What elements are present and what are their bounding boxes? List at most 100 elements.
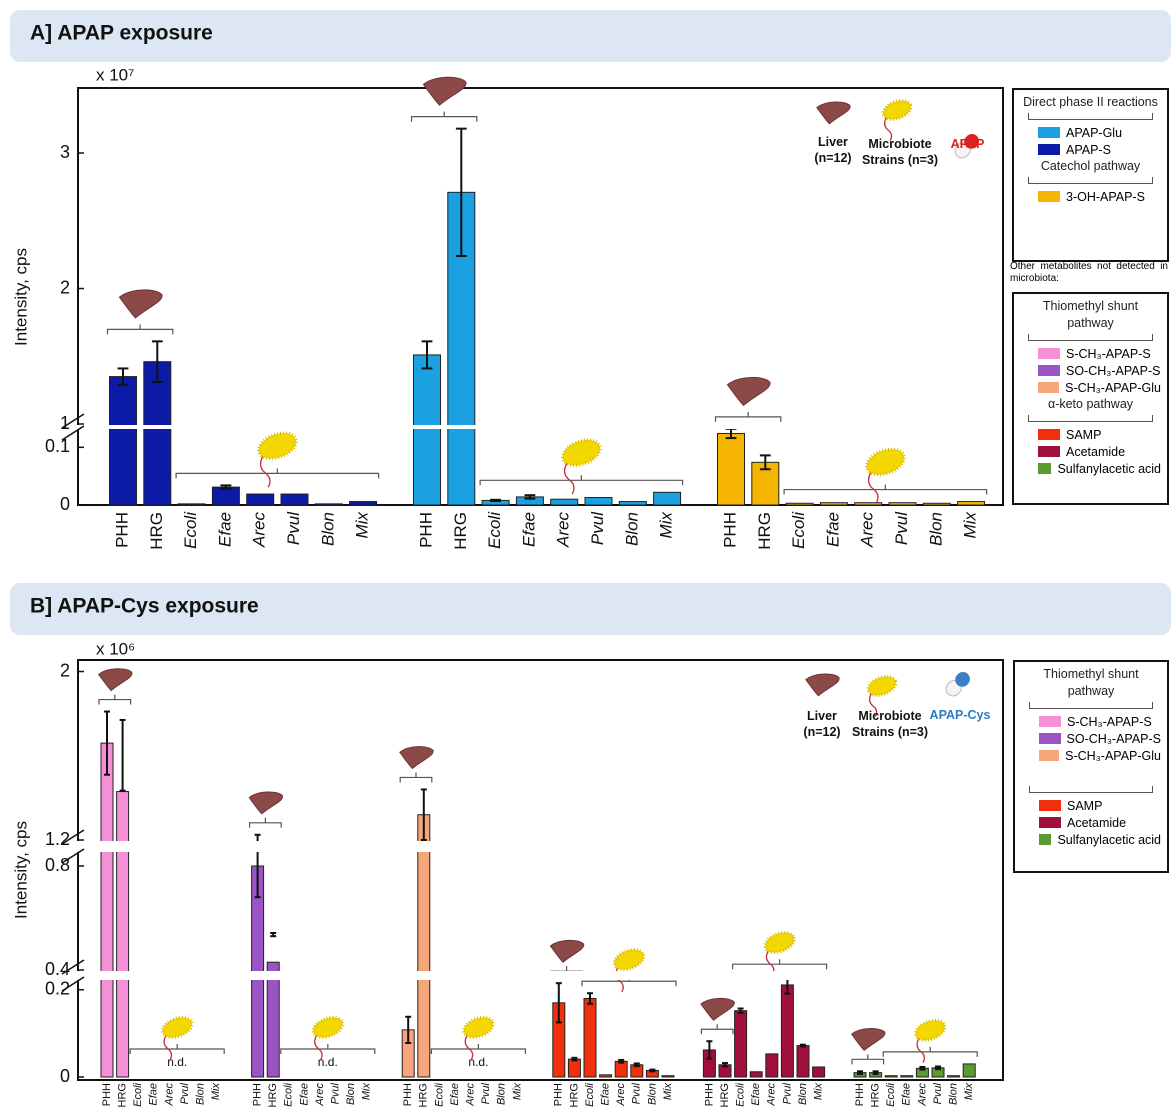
- group-bracket: [99, 695, 131, 705]
- liver-icon: [817, 102, 850, 124]
- x-tick-label: Arec: [250, 512, 269, 548]
- x-tick-label: Blon: [345, 1083, 357, 1105]
- bar: [315, 504, 342, 505]
- legend-swatch: [1038, 348, 1060, 359]
- bar: [615, 1061, 627, 1077]
- legend-entry: APAP-Glu: [1020, 124, 1161, 141]
- legend-entry: 3-OH-APAP-S: [1020, 188, 1161, 205]
- y-axis-label: Intensity, cps: [11, 248, 30, 346]
- x-tick-label: Ecoli: [132, 1082, 144, 1106]
- legend-entry: Acetamide: [1020, 443, 1161, 460]
- bar: [600, 1075, 612, 1077]
- legend-swatch: [1039, 733, 1061, 744]
- liver-icon: [727, 377, 770, 405]
- legend-label: 3-OH-APAP-S: [1066, 190, 1145, 204]
- group-bracket: [431, 1044, 525, 1054]
- bar: [948, 1076, 960, 1077]
- x-tick-label: Efae: [600, 1083, 612, 1106]
- y-tick-label: 0.4: [45, 959, 70, 979]
- bar: [551, 499, 578, 505]
- bar: [797, 1046, 809, 1077]
- y-multiplier: x 10⁷: [96, 65, 134, 84]
- legend-spacer: [1021, 764, 1161, 784]
- bar: [350, 502, 377, 505]
- x-tick-label: PHH: [553, 1083, 565, 1106]
- x-tick-label: HRG: [117, 1083, 129, 1107]
- legend-swatch: [1039, 800, 1061, 811]
- x-tick-label: HRG: [870, 1083, 882, 1107]
- error-bar: [800, 1045, 806, 1047]
- legend-label: SAMP: [1067, 799, 1102, 813]
- icon-label: Microbiote Strains (n=3): [842, 708, 938, 740]
- nd-label: n.d.: [468, 1055, 488, 1069]
- y-tick-label: 3: [60, 142, 70, 162]
- x-tick-label: Pvul: [480, 1082, 492, 1104]
- x-tick-label: Arec: [314, 1083, 326, 1107]
- bar: [901, 1076, 913, 1077]
- legend-label: S-CH₃-APAP-Glu: [1065, 381, 1161, 395]
- x-tick-label: Blon: [195, 1083, 207, 1105]
- x-tick-label: Efae: [449, 1083, 461, 1106]
- microbe-tail: [261, 455, 270, 487]
- x-tick-label: Pvul: [781, 1082, 793, 1104]
- x-tick-label: Mix: [961, 512, 980, 539]
- axis-break: [66, 971, 1001, 980]
- bar: [718, 433, 745, 505]
- legend-label: S-CH₃-APAP-S: [1067, 715, 1152, 729]
- bar: [414, 355, 441, 505]
- group-bracket: [784, 485, 987, 495]
- x-tick-label: PHH: [854, 1083, 866, 1106]
- legend-label: Sulfanylacetic acid: [1057, 833, 1161, 847]
- error-bar: [490, 500, 501, 501]
- legend-label: SO-CH₃-APAP-S: [1066, 364, 1160, 378]
- x-tick-label: Ecoli: [283, 1082, 295, 1106]
- x-tick-label: Blon: [646, 1083, 658, 1105]
- x-tick-label: PHH: [112, 512, 131, 548]
- legend-swatch: [1039, 750, 1059, 761]
- legend-bracket: [1028, 113, 1153, 120]
- x-tick-label: Efae: [298, 1083, 310, 1106]
- bar: [144, 362, 171, 505]
- x-tick-label: Arec: [465, 1083, 477, 1107]
- x-tick-label: HRG: [418, 1083, 430, 1107]
- error-bar: [270, 933, 276, 936]
- x-tick-label: Efae: [148, 1083, 160, 1106]
- bar: [585, 498, 612, 506]
- legend-label: Acetamide: [1066, 445, 1125, 459]
- x-tick-label: Ecoli: [485, 511, 504, 549]
- legend-swatch: [1039, 817, 1061, 828]
- legend-label: SO-CH₃-APAP-S: [1067, 732, 1161, 746]
- legend-entry: SO-CH₃-APAP-S: [1021, 730, 1161, 747]
- legend-entry: Acetamide: [1021, 814, 1161, 831]
- legend-label: Acetamide: [1067, 816, 1126, 830]
- bar: [889, 503, 916, 505]
- legend-group-title: Thiomethyl shunt pathway: [1020, 298, 1161, 332]
- legend-swatch: [1038, 446, 1060, 457]
- bar: [117, 792, 129, 1077]
- liver-icon: [249, 792, 282, 814]
- x-tick-label: Ecoli: [584, 1082, 596, 1106]
- error-bar: [649, 1070, 655, 1072]
- microbe-tail: [565, 462, 574, 494]
- x-tick-label: Pvul: [330, 1082, 342, 1104]
- bar: [786, 503, 813, 505]
- y-axis-label: Intensity, cps: [11, 821, 30, 919]
- legend-bracket: [1029, 702, 1153, 709]
- y-tick-label: 0.2: [45, 978, 70, 998]
- bar: [766, 1054, 778, 1077]
- figure: A] APAP exposurex 10⁷Intensity, cpsPHHHR…: [0, 0, 1171, 1113]
- x-tick-label: Efae: [823, 512, 842, 547]
- legend-entry: Sulfanylacetic acid: [1020, 460, 1161, 477]
- microbe-tail: [917, 1038, 924, 1063]
- y-tick-label: 0.8: [45, 855, 70, 875]
- x-tick-label: Mix: [963, 1083, 975, 1101]
- bar: [110, 377, 137, 505]
- legend-swatch: [1038, 127, 1060, 138]
- legend-swatch: [1038, 191, 1060, 202]
- icon-label: APAP-Cys: [925, 707, 995, 723]
- x-tick-label: Arec: [554, 512, 573, 548]
- bar: [781, 985, 793, 1077]
- legend-swatch: [1038, 144, 1060, 155]
- x-tick-label: Pvul: [179, 1082, 191, 1104]
- group-bracket: [701, 1024, 733, 1034]
